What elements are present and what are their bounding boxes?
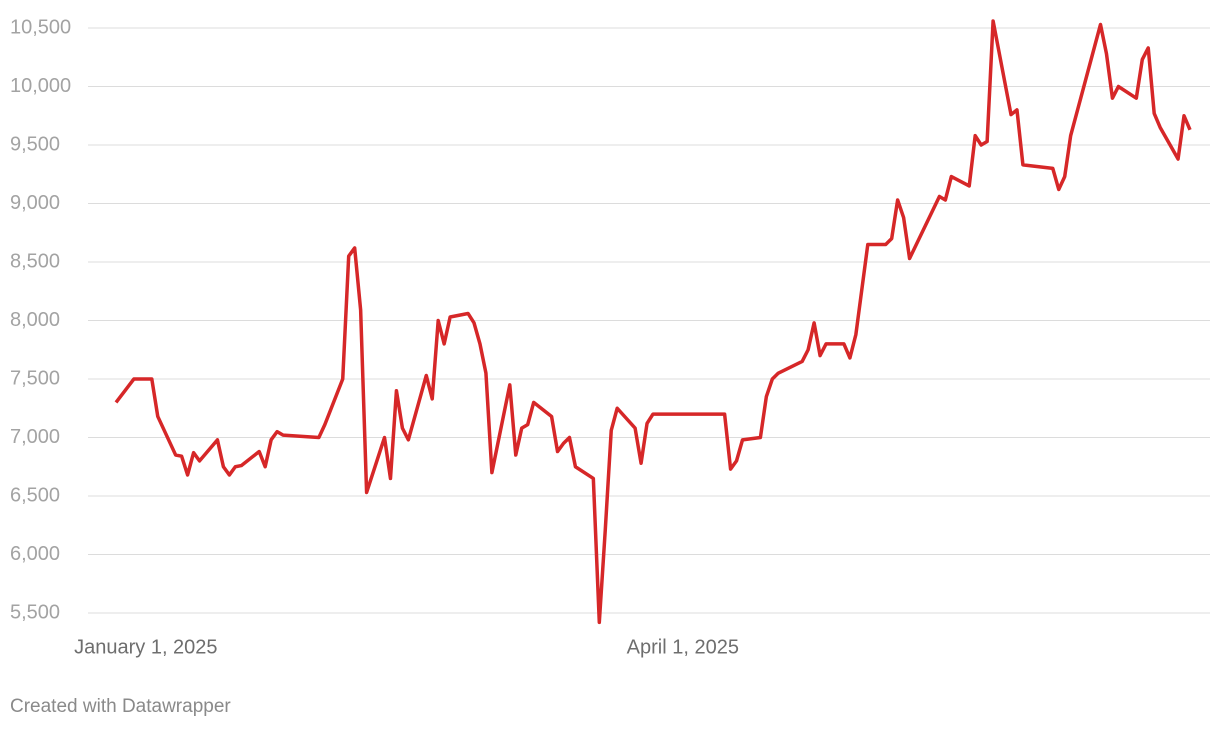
y-tick-label-bg (8, 367, 88, 391)
y-tick-label: 6,500 (10, 484, 60, 506)
y-tick-label-bg (8, 74, 88, 99)
x-tick-label: January 1, 2025 (74, 636, 217, 658)
y-tick-label-bg (8, 601, 88, 625)
y-tick-label: 7,000 (10, 426, 60, 448)
y-tick-label-bg (8, 191, 88, 216)
y-tick-label-bg (8, 308, 88, 333)
y-tick-label: 9,500 (10, 133, 60, 155)
y-tick-label: 5,500 (10, 601, 60, 623)
y-tick-label: 8,000 (10, 309, 60, 331)
y-tick-label: 9,000 (10, 192, 60, 214)
y-tick-label-bg (8, 16, 88, 40)
y-tick-label-bg (8, 542, 88, 567)
y-tick-label: 6,000 (10, 543, 60, 565)
y-tick-label-bg (8, 425, 88, 450)
data-line (114, 19, 1192, 625)
y-tick-label: 10,000 (10, 75, 71, 97)
y-tick-label: 7,500 (10, 367, 60, 389)
y-tick-label-bg (8, 250, 88, 274)
footer: Created with Datawrapper (10, 696, 231, 717)
y-tick-label-bg (8, 133, 88, 157)
x-tick-label: April 1, 2025 (627, 636, 739, 658)
y-tick-label: 8,500 (10, 250, 60, 272)
y-tick-label: 10,500 (10, 16, 71, 38)
y-tick-label-bg (8, 484, 88, 508)
